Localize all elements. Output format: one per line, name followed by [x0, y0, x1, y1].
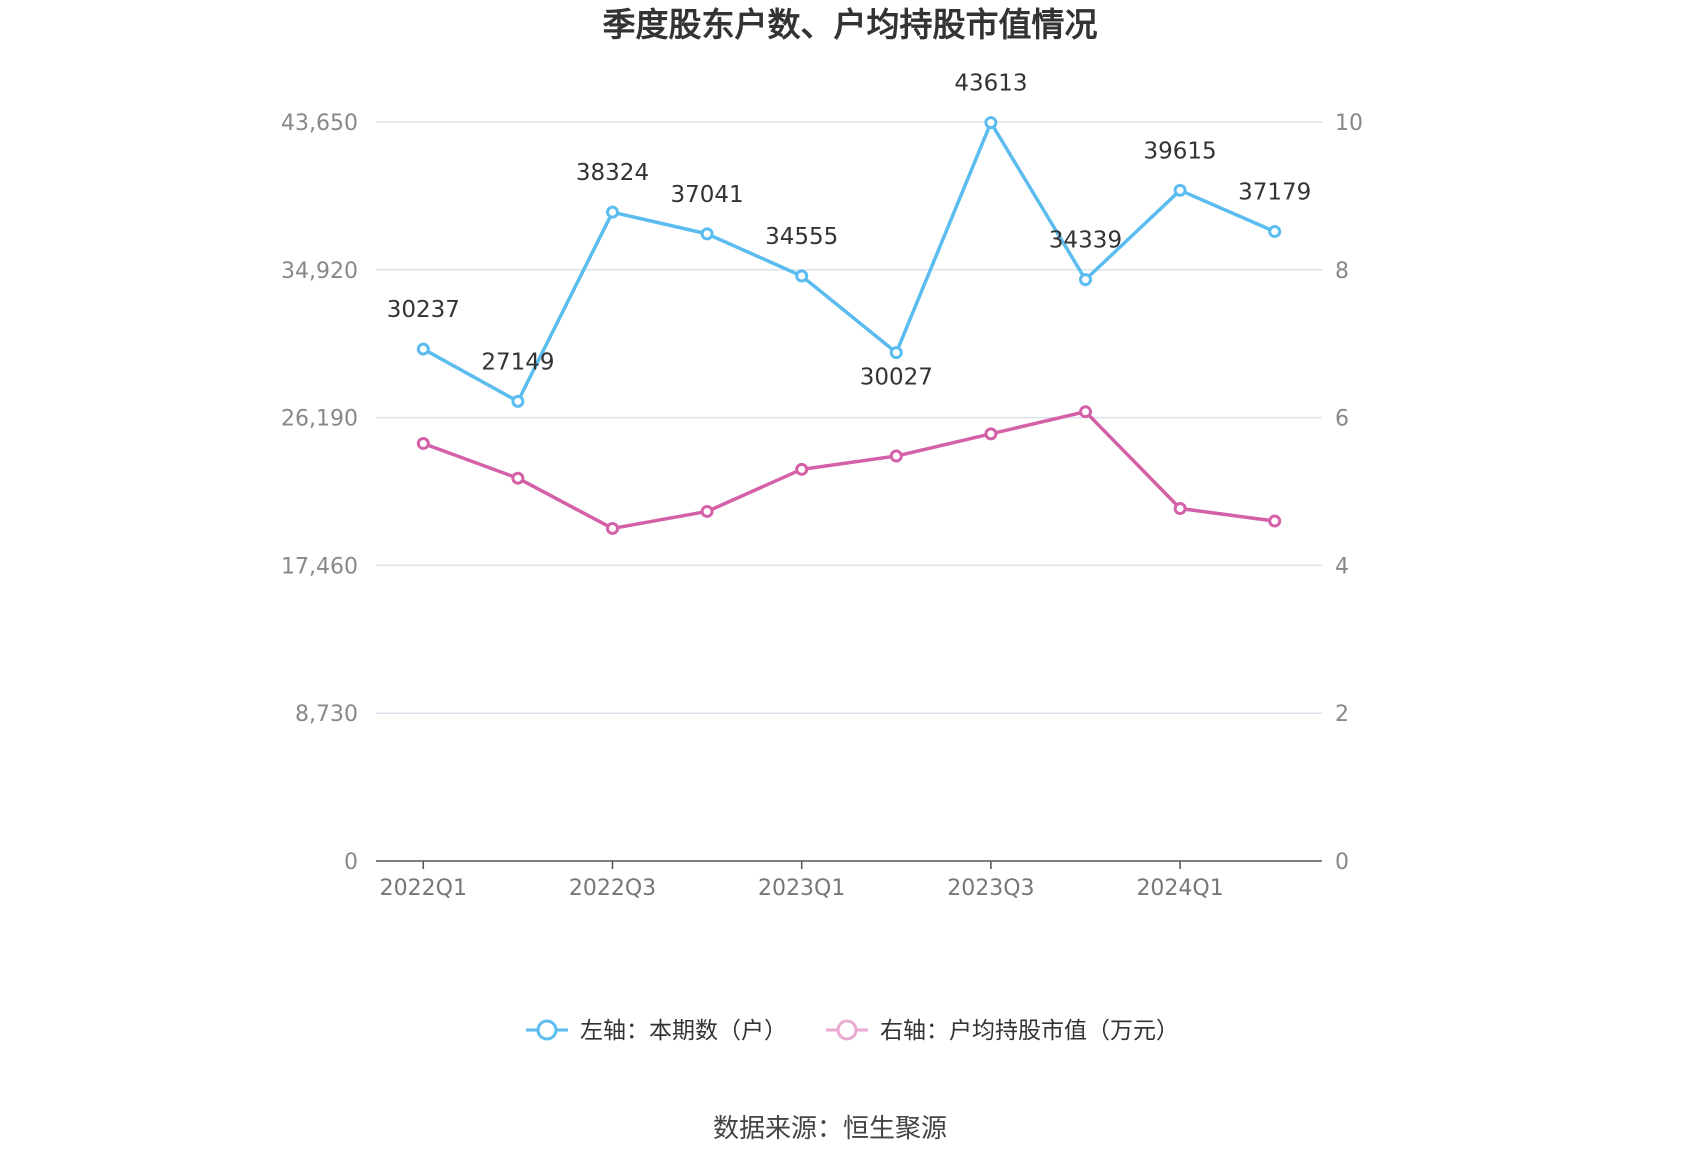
x-tick-label: 2023Q1	[758, 876, 845, 901]
series-point-0	[984, 116, 998, 130]
legend-label-right: 右轴：户均持股市值（万元）	[880, 1018, 1179, 1044]
x-axis: 2022Q1 2022Q3 2023Q1 2023Q3 2024Q1	[376, 860, 1322, 901]
series-point-1	[984, 427, 998, 441]
left-tick-label: 43,650	[281, 111, 358, 136]
data-label: 27149	[481, 349, 554, 375]
series-point-1	[416, 436, 430, 450]
series-layer	[416, 116, 1282, 535]
data-label: 43613	[954, 71, 1027, 97]
series-point-0	[606, 205, 619, 219]
grid-lines	[376, 121, 1322, 714]
data-label: 38324	[576, 160, 649, 186]
left-tick-label: 26,190	[281, 407, 358, 432]
right-tick-label: 8	[1335, 259, 1349, 284]
x-tick-label: 2022Q1	[380, 876, 467, 901]
x-tick-label: 2022Q3	[569, 876, 656, 901]
data-labels: 30237 27149 38324 37041 34555 30027 43613 34339…	[387, 71, 1312, 391]
left-tick-label: 17,460	[281, 554, 358, 579]
x-tick-label: 2024Q1	[1136, 876, 1223, 901]
series-point-0	[889, 346, 903, 360]
series-point-0	[1268, 225, 1282, 239]
series-point-1	[1079, 405, 1092, 419]
series-point-1	[511, 471, 525, 485]
left-tick-label: 0	[344, 850, 358, 875]
series-point-0	[795, 269, 809, 283]
right-tick-label: 10	[1335, 111, 1363, 136]
series-point-1	[700, 504, 714, 518]
right-tick-label: 4	[1335, 554, 1349, 579]
series-point-1	[606, 521, 619, 535]
series-point-0	[511, 394, 525, 408]
series-line-0	[422, 120, 1276, 404]
data-label: 37041	[671, 182, 744, 208]
series-point-1	[889, 449, 903, 463]
data-label: 37179	[1238, 180, 1311, 206]
series-line-1	[422, 409, 1275, 531]
legend-item-left-series[interactable]: 左轴：本期数（户）	[526, 1018, 787, 1044]
series-point-0	[1079, 273, 1092, 287]
series-point-1	[1268, 514, 1282, 528]
right-tick-label: 0	[1335, 850, 1349, 875]
right-axis-ticks: 0 2 4 6 8 10	[1335, 111, 1363, 875]
series-point-0	[1173, 183, 1187, 197]
series-point-0	[416, 342, 430, 356]
series-point-1	[1173, 501, 1187, 515]
legend-label-left: 左轴：本期数（户）	[580, 1018, 787, 1044]
left-axis-ticks: 0 8,730 17,460 26,190 34,920 43,650	[281, 111, 358, 875]
chart-title: 季度股东户数、户均持股市值情况	[603, 5, 1098, 44]
data-source: 数据来源：恒生聚源	[713, 1114, 947, 1144]
right-tick-label: 2	[1335, 702, 1349, 727]
x-tick-label: 2023Q3	[947, 876, 1034, 901]
data-label: 30027	[860, 365, 933, 391]
series-point-0	[700, 227, 714, 241]
data-label: 34339	[1049, 228, 1122, 254]
left-tick-label: 34,920	[281, 259, 358, 284]
legend-marker-left	[536, 1019, 558, 1041]
data-label: 34555	[765, 224, 838, 250]
data-label: 30237	[387, 297, 460, 323]
legend[interactable]: 左轴：本期数（户） 右轴：户均持股市值（万元）	[526, 1018, 1179, 1044]
left-tick-label: 8,730	[295, 702, 358, 727]
data-label: 39615	[1144, 138, 1217, 164]
legend-marker-right	[836, 1019, 858, 1041]
legend-item-right-series[interactable]: 右轴：户均持股市值（万元）	[826, 1018, 1179, 1044]
right-tick-label: 6	[1335, 407, 1349, 432]
series-point-1	[795, 462, 809, 476]
